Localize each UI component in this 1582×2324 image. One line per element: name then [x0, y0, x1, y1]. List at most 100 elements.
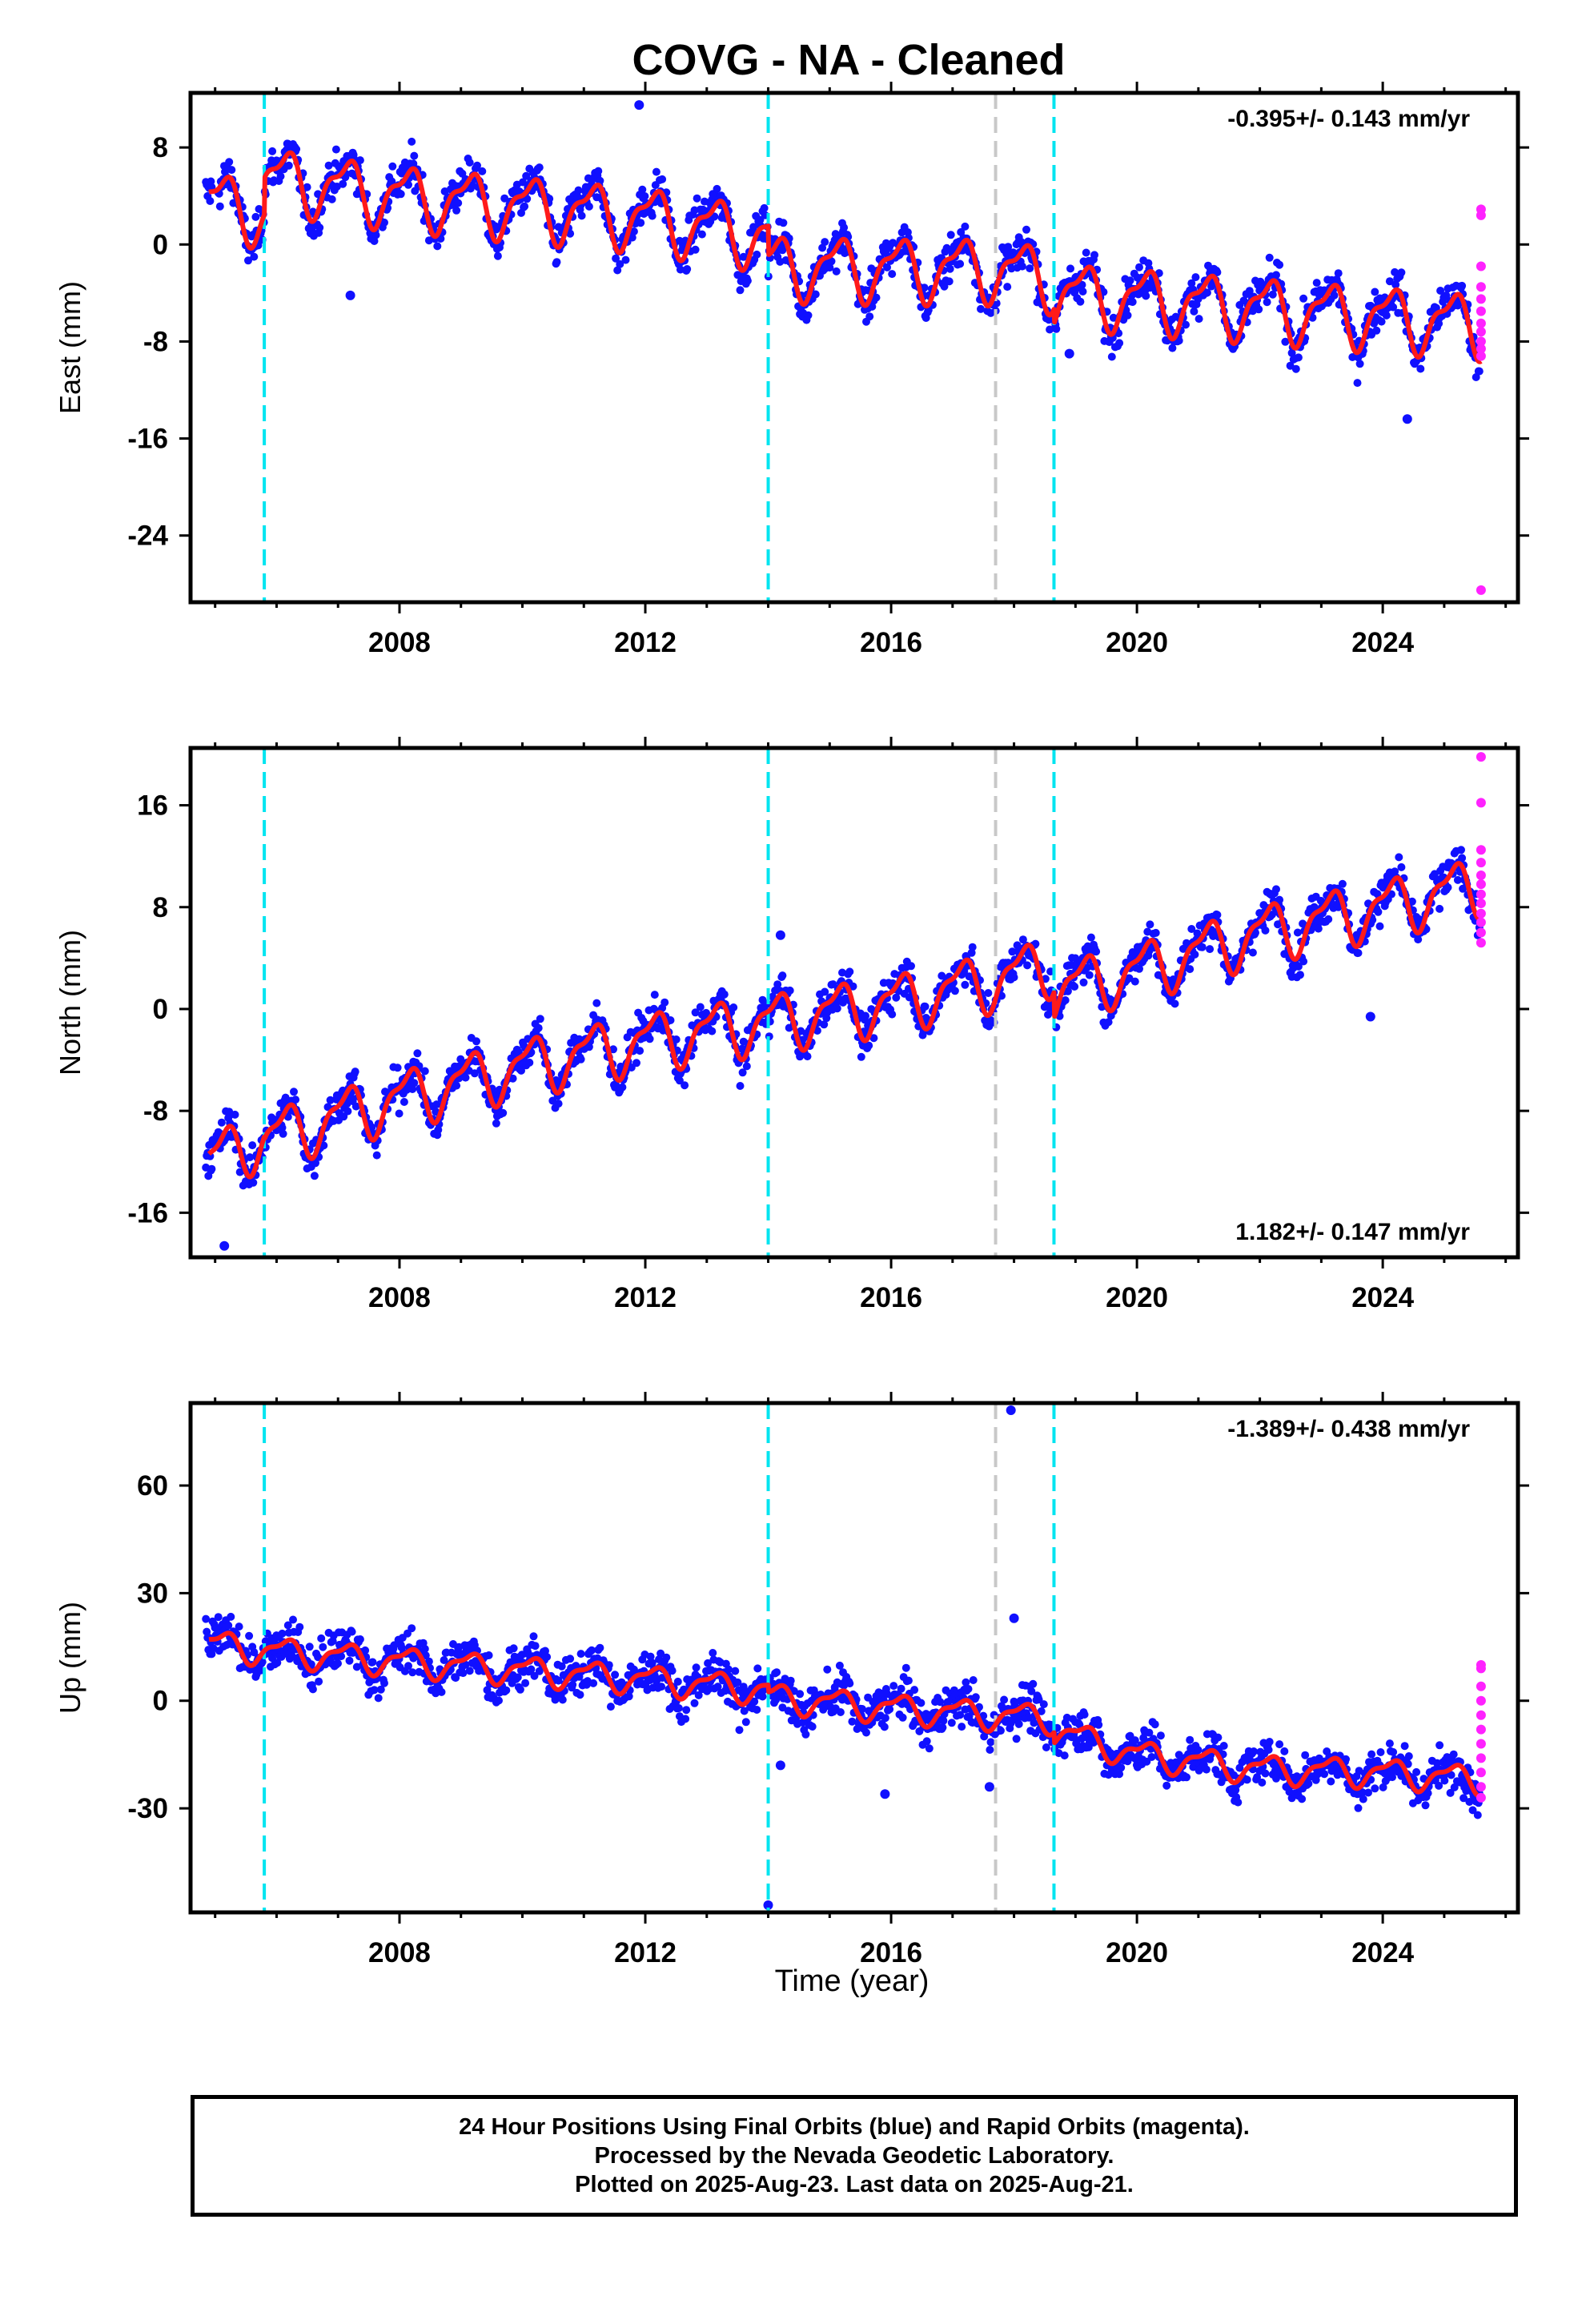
data-point	[968, 943, 977, 951]
data-point	[1327, 1777, 1335, 1786]
data-point	[872, 293, 881, 302]
data-point	[773, 980, 782, 989]
data-point	[666, 1016, 675, 1024]
rapid-point	[1476, 327, 1486, 337]
footer-line-1: 24 Hour Positions Using Final Orbits (bl…	[459, 2114, 1250, 2140]
rapid-point	[1476, 261, 1486, 271]
data-point	[1330, 291, 1339, 300]
data-point	[673, 1677, 682, 1686]
data-point	[857, 1705, 866, 1713]
data-point	[609, 1045, 617, 1054]
data-point	[235, 1622, 243, 1631]
data-point	[674, 1704, 683, 1712]
data-point	[1203, 288, 1211, 297]
data-point	[832, 267, 841, 275]
data-point	[483, 1686, 492, 1695]
data-point	[618, 1083, 627, 1092]
data-point	[461, 1660, 470, 1669]
data-point	[1026, 264, 1034, 273]
data-point	[613, 266, 622, 275]
data-point	[413, 1049, 422, 1058]
data-point	[690, 1699, 699, 1707]
data-point	[1400, 1742, 1409, 1751]
data-point	[1312, 279, 1321, 287]
outlier-point	[880, 1789, 890, 1799]
data-point	[742, 1062, 751, 1071]
data-point	[311, 1159, 319, 1168]
data-point	[1117, 1763, 1126, 1772]
data-point	[516, 1685, 524, 1694]
x-tick-label: 2016	[860, 627, 922, 658]
data-point	[756, 215, 765, 224]
data-point	[1023, 961, 1032, 970]
data-point	[303, 183, 311, 191]
data-point	[1414, 935, 1423, 944]
data-point	[1391, 280, 1400, 289]
data-point	[566, 229, 575, 238]
data-point	[1294, 962, 1303, 971]
data-point	[1039, 1700, 1048, 1709]
rapid-point	[1476, 1767, 1486, 1778]
data-point	[584, 202, 593, 211]
data-point	[355, 1635, 364, 1643]
data-point	[938, 1723, 947, 1732]
data-point	[1186, 1735, 1195, 1744]
data-point	[337, 1652, 346, 1661]
data-point	[395, 1109, 404, 1118]
data-point	[1373, 890, 1382, 899]
data-point	[420, 1067, 429, 1076]
data-point	[969, 1676, 978, 1684]
data-point	[725, 1665, 733, 1674]
plot-area-east	[202, 93, 1486, 602]
outlier-point	[1009, 1613, 1019, 1623]
data-point	[1162, 1781, 1171, 1790]
data-point	[1190, 307, 1199, 316]
data-point	[523, 195, 532, 203]
data-point	[1070, 983, 1079, 991]
data-point	[708, 1027, 717, 1035]
data-point	[361, 1646, 370, 1655]
data-point	[214, 1613, 223, 1622]
data-point	[1385, 1739, 1394, 1748]
model-fit-line-north	[207, 861, 1484, 1180]
y-tick-label: 0	[153, 994, 168, 1025]
data-point	[1109, 313, 1118, 322]
data-point	[244, 256, 252, 265]
data-point	[811, 290, 820, 299]
data-point	[682, 1706, 691, 1715]
data-point	[1334, 269, 1343, 278]
data-point	[347, 1627, 356, 1636]
data-point	[857, 1052, 865, 1061]
data-point	[917, 1699, 926, 1707]
rapid-point	[1476, 870, 1486, 880]
data-point	[1353, 379, 1362, 388]
data-point	[1168, 344, 1177, 352]
data-point	[1435, 904, 1444, 913]
final-orbit-points-north	[202, 846, 1484, 1251]
data-point	[1473, 1811, 1482, 1819]
data-point	[495, 1696, 503, 1705]
velocity-label-north: 1.182+/- 0.147 mm/yr	[1235, 1219, 1470, 1245]
outlier-point	[984, 1782, 994, 1792]
data-point	[424, 1657, 433, 1666]
data-point	[594, 167, 603, 175]
data-point	[1191, 950, 1199, 959]
data-point	[1272, 271, 1280, 279]
data-point	[964, 1685, 973, 1693]
rapid-point	[1476, 1753, 1486, 1763]
data-point	[738, 1068, 747, 1077]
data-point	[1150, 1720, 1159, 1729]
data-point	[1044, 1011, 1052, 1019]
data-point	[1304, 1779, 1313, 1788]
x-tick-label: 2020	[1106, 1282, 1168, 1313]
data-point	[251, 212, 260, 221]
y-axis-title-north: North (mm)	[54, 930, 86, 1076]
data-point	[1018, 262, 1026, 271]
data-point	[520, 202, 529, 211]
x-tick-label: 2016	[860, 1282, 922, 1313]
data-point	[773, 1668, 781, 1677]
data-point	[1255, 305, 1263, 314]
x-axis-title: Time (year)	[775, 1964, 930, 1998]
x-tick-label: 2020	[1106, 1937, 1168, 1968]
